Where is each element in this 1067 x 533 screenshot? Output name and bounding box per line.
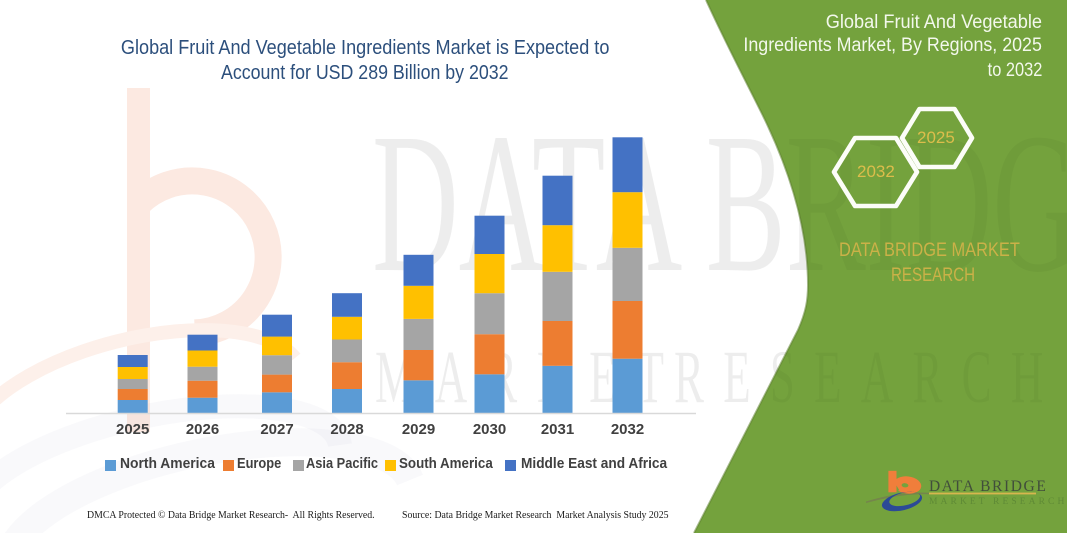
svg-text:RESEARCH: RESEARCH [674, 337, 1063, 419]
svg-text:MARKET RESEARCH: MARKET RESEARCH [929, 497, 1067, 507]
svg-text:DATA BRIDGE: DATA BRIDGE [929, 478, 1047, 495]
